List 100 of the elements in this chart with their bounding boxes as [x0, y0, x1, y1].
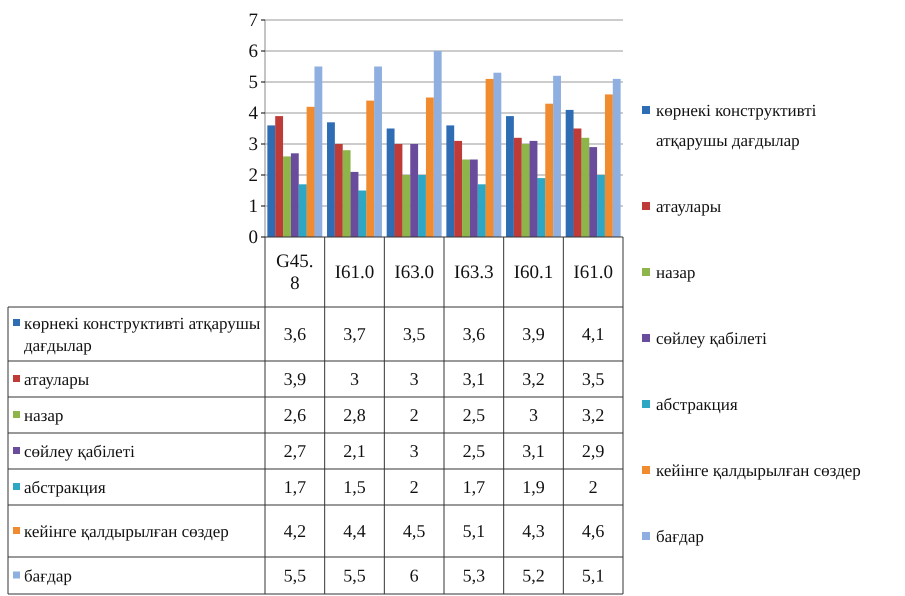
data-label: 2 — [410, 477, 419, 497]
data-label: 4,2 — [284, 521, 306, 541]
data-label: 3,9 — [522, 324, 545, 344]
data-label: 5,5 — [343, 566, 366, 586]
data-label: 2,8 — [343, 405, 366, 425]
data-label: 2,5 — [462, 441, 486, 461]
bar — [530, 140, 538, 237]
text: назар — [24, 406, 64, 424]
bar — [537, 178, 546, 237]
bar — [454, 140, 462, 237]
data-label: 2,6 — [284, 405, 306, 425]
x-tick-label: I63.0 — [394, 262, 434, 282]
bar — [574, 128, 582, 237]
bar — [478, 184, 486, 237]
bar — [553, 76, 561, 237]
data-label: 4,6 — [582, 521, 604, 541]
bar — [545, 104, 554, 237]
data-label: 2,9 — [582, 441, 604, 461]
data-label: 5,5 — [284, 566, 306, 586]
data-label: 2 — [588, 477, 598, 497]
y-tick-label: 2 — [248, 165, 258, 186]
data-label: 3,6 — [284, 324, 306, 344]
legend-label: кейінге қалдырылған сөздер — [656, 460, 861, 480]
bar — [589, 147, 598, 237]
data-label: 3,5 — [402, 324, 426, 344]
bar — [298, 184, 307, 237]
legend-label: абстракция — [656, 394, 738, 414]
data-label: 3,1 — [522, 441, 545, 461]
data-label: 3 — [529, 405, 538, 425]
y-tick-label: 3 — [248, 134, 258, 156]
text: көрнекі конструктивті атқарушы дағдылар — [656, 100, 816, 150]
x-tick-label: I60.1 — [514, 262, 554, 282]
bar — [366, 100, 374, 237]
data-label: 4,1 — [582, 324, 604, 344]
bar — [374, 66, 382, 237]
bar — [426, 98, 434, 237]
text: бағдар — [24, 566, 72, 585]
bar — [604, 94, 613, 237]
x-tick-label: G45.8 — [276, 250, 314, 294]
x-tick-label: I63.3 — [454, 262, 494, 282]
y-tick-label: 4 — [248, 103, 258, 124]
text: сөйлеу қабілеті — [24, 442, 135, 460]
legend-label: атаулары — [656, 196, 722, 216]
data-label: 2 — [410, 405, 419, 425]
x-tick-label: I61.0 — [573, 262, 613, 282]
bar — [358, 190, 366, 237]
bar — [386, 128, 395, 237]
legend-label: көрнекі конструктивті атқарушы дағдылар — [24, 314, 261, 354]
data-label: 2,7 — [284, 441, 306, 461]
legend-label: бағдар — [656, 526, 704, 546]
y-tick-label: 6 — [248, 41, 258, 62]
data-label: 4,5 — [402, 521, 426, 541]
data-label: 1,7 — [284, 477, 306, 497]
bar — [306, 106, 314, 237]
bar — [402, 175, 410, 237]
data-label: 3,2 — [582, 405, 604, 425]
bar — [418, 175, 426, 237]
data-label: 3 — [350, 369, 359, 389]
bar — [283, 156, 291, 237]
data-label: 3 — [410, 369, 419, 389]
data-label: 5,1 — [582, 566, 604, 586]
bar — [506, 116, 514, 237]
bar — [462, 160, 470, 237]
data-label: 1,9 — [522, 477, 545, 497]
data-label: 5,1 — [462, 521, 486, 541]
data-label: 3,1 — [462, 369, 486, 389]
data-label: 3,7 — [343, 324, 366, 344]
bar — [446, 125, 454, 237]
bar — [394, 144, 402, 237]
data-label: 2,1 — [343, 441, 366, 461]
bar — [522, 144, 530, 237]
bar — [350, 172, 358, 237]
data-label: 3,6 — [462, 324, 486, 344]
bar — [486, 78, 494, 237]
x-tick-label: I61.0 — [334, 262, 374, 282]
data-label: 5,3 — [462, 566, 486, 586]
data-label: 3,5 — [582, 369, 604, 389]
data-label: 3 — [410, 441, 419, 461]
legend-label: назар — [656, 262, 696, 282]
bar — [327, 122, 335, 237]
bar — [612, 78, 621, 237]
legend-label: сөйлеу қабілеті — [656, 328, 768, 348]
bar — [581, 138, 590, 237]
bar — [275, 116, 284, 237]
data-label: 1,7 — [462, 477, 486, 497]
bar — [566, 110, 574, 237]
bar — [434, 51, 442, 237]
text: абстракция — [24, 478, 106, 496]
y-tick-label: 0 — [248, 227, 258, 248]
y-tick-label: 1 — [248, 196, 258, 218]
y-tick-label: 5 — [248, 72, 258, 94]
bar — [470, 160, 478, 237]
data-label: 4,3 — [522, 521, 545, 541]
y-tick-label: 7 — [248, 10, 258, 32]
data-label: 4,4 — [343, 521, 366, 541]
data-label: 6 — [410, 566, 419, 586]
bar — [342, 150, 351, 237]
data-label: 1,5 — [343, 477, 366, 497]
bar — [597, 175, 605, 237]
bar — [410, 144, 418, 237]
